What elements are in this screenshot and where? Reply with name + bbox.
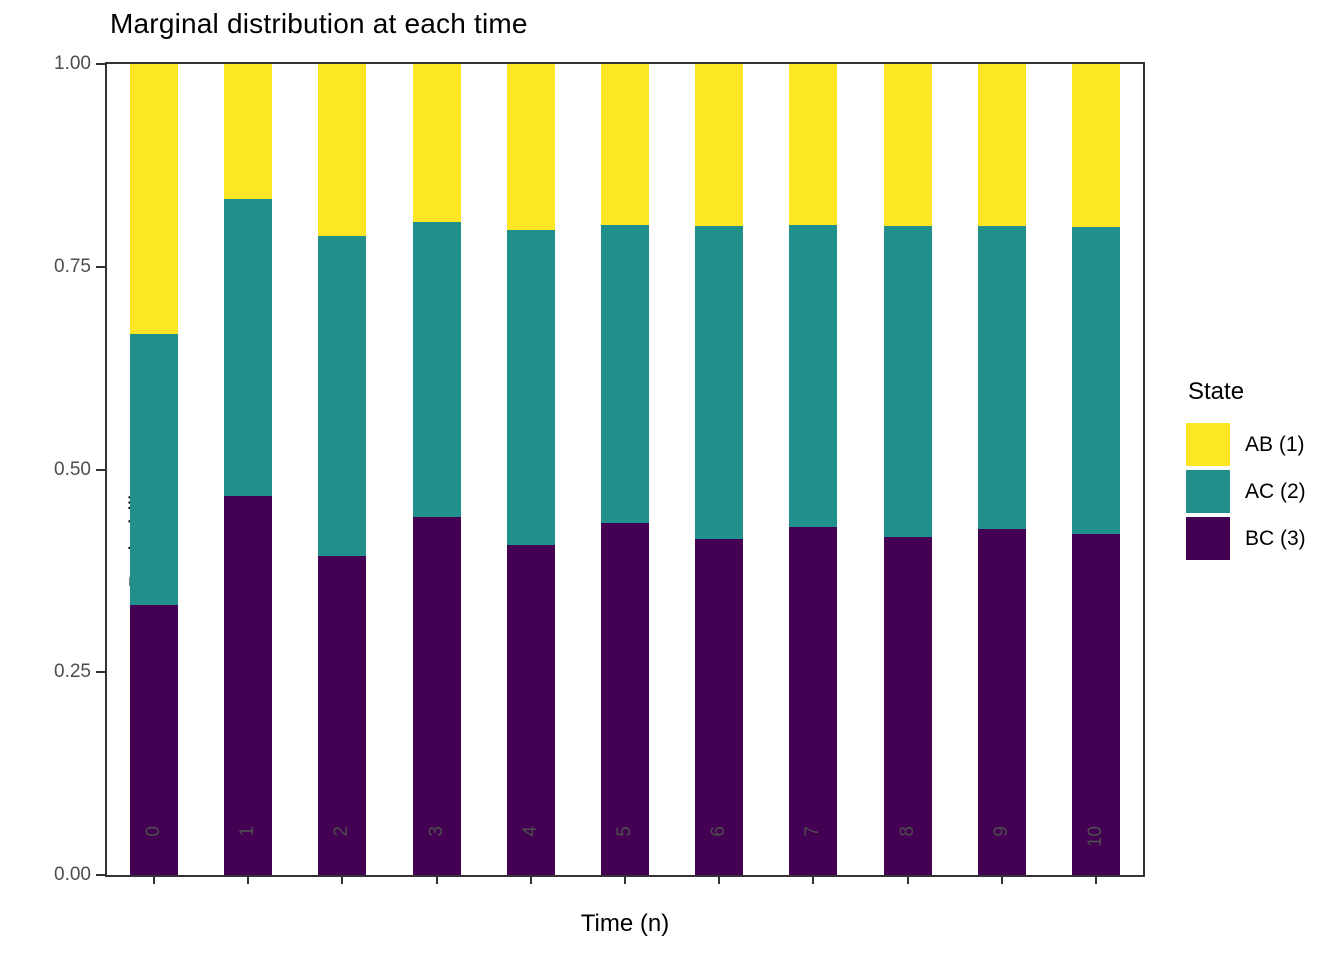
bar-segment-bc-3	[224, 496, 273, 875]
y-tick-label: 0.25	[54, 661, 91, 683]
x-tick-label: 2	[331, 826, 353, 837]
bar-6	[695, 64, 744, 875]
bar-segment-ac-2	[977, 226, 1026, 529]
bar-segment-ab-1	[601, 64, 649, 225]
legend-swatch	[1186, 423, 1230, 466]
y-tick-label: 0.75	[54, 255, 91, 277]
bar-segment-bc-3	[412, 516, 461, 875]
plot-panel: Probability Time (n) 1.000.750.500.250.0…	[54, 54, 1145, 937]
x-tick-mark	[341, 875, 344, 884]
bar-segment-bc-3	[883, 536, 932, 875]
x-tick-mark	[906, 875, 909, 884]
bar-segment-bc-3	[506, 544, 555, 875]
x-tick-mark	[812, 875, 815, 884]
bar-segment-ab-1	[506, 64, 555, 231]
legend-item-label: AC (2)	[1245, 479, 1306, 503]
legend-item-label: BC (3)	[1245, 526, 1306, 550]
bar-4	[506, 64, 555, 875]
legend-item: AB (1)	[1186, 423, 1344, 466]
y-tick-label: 0.50	[54, 458, 91, 480]
x-tick-label: 8	[896, 826, 918, 837]
bar-segment-ab-1	[318, 64, 367, 236]
x-tick-mark	[1000, 875, 1003, 884]
legend-swatch	[1186, 470, 1230, 513]
bar-3	[412, 64, 461, 875]
bar-9	[977, 64, 1026, 875]
bar-segment-ab-1	[695, 64, 744, 227]
x-tick-label: 0	[143, 826, 165, 837]
x-tick-mark	[624, 875, 626, 884]
x-tick-label: 3	[425, 826, 447, 837]
bar-5	[601, 64, 649, 875]
bar-7	[789, 64, 838, 875]
x-tick-mark	[529, 875, 532, 884]
bar-segment-bc-3	[318, 556, 367, 875]
legend-swatch	[1186, 517, 1230, 560]
bar-segment-ac-2	[412, 222, 461, 517]
y-tick-mark	[96, 874, 105, 876]
y-tick-label: 0.00	[54, 864, 91, 885]
bar-segment-ac-2	[130, 334, 179, 605]
bar-segment-ac-2	[883, 226, 932, 537]
bar-segment-ac-2	[695, 226, 744, 540]
y-tick-mark	[96, 468, 105, 471]
x-tick-mark	[153, 875, 156, 884]
x-tick-label: 4	[519, 826, 541, 837]
x-tick-label: 9	[990, 826, 1012, 837]
x-tick-label: 7	[802, 826, 824, 837]
bar-1	[224, 64, 273, 875]
x-tick-mark	[1094, 875, 1097, 884]
legend: State AB (1) AC (2) BC (3)	[1186, 378, 1344, 564]
bar-segment-ab-1	[1071, 64, 1120, 227]
x-tick-label: 5	[614, 826, 635, 837]
bar-segment-ac-2	[789, 225, 838, 528]
bar-segment-ab-1	[412, 64, 461, 223]
y-tick-mark	[96, 265, 105, 268]
bar-8	[883, 64, 932, 875]
bar-segment-bc-3	[977, 528, 1026, 875]
x-tick-mark	[718, 875, 721, 884]
x-tick-mark	[247, 875, 250, 884]
bar-segment-bc-3	[130, 604, 179, 875]
y-tick-mark	[96, 63, 105, 65]
x-tick-label: 10	[1084, 826, 1106, 848]
x-axis-title: Time (n)	[580, 910, 670, 937]
bar-segment-bc-3	[1071, 534, 1120, 875]
y-tick-label: 1.00	[54, 53, 91, 74]
bar-2	[318, 64, 367, 875]
x-tick-mark	[435, 875, 438, 884]
x-tick-label: 6	[708, 826, 730, 837]
bar-segment-ab-1	[977, 64, 1026, 227]
bar-segment-ab-1	[224, 64, 273, 200]
bar-segment-ac-2	[506, 230, 555, 545]
legend-item-label: AB (1)	[1245, 432, 1305, 456]
bar-segment-ab-1	[789, 64, 838, 226]
bar-segment-bc-3	[789, 527, 838, 875]
bar-segment-bc-3	[695, 539, 744, 875]
bar-segment-ab-1	[883, 64, 932, 227]
bar-segment-ac-2	[601, 224, 649, 523]
legend-item: AC (2)	[1186, 470, 1344, 513]
bar-0	[130, 64, 179, 875]
legend-item: BC (3)	[1186, 517, 1344, 560]
y-tick-mark	[96, 671, 105, 674]
x-tick-label: 1	[237, 826, 259, 837]
legend-title: State	[1188, 378, 1245, 405]
bar-segment-ac-2	[1071, 227, 1120, 535]
bar-segment-bc-3	[601, 523, 649, 875]
chart-title: Marginal distribution at each time	[110, 8, 528, 39]
bar-segment-ac-2	[318, 235, 367, 557]
bar-segment-ac-2	[224, 199, 273, 497]
bar-segment-ab-1	[130, 64, 179, 335]
bar-10	[1071, 64, 1120, 875]
